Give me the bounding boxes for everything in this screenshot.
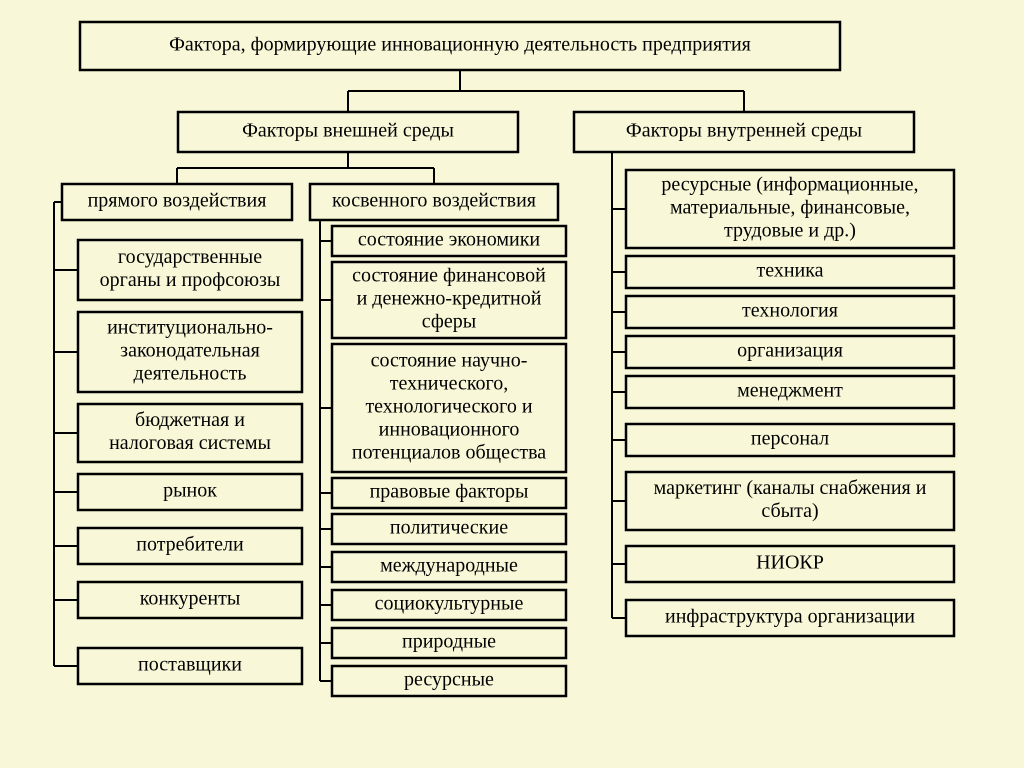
direct-item-2-label: налоговая системы (109, 432, 271, 454)
internal-item-5: персонал (626, 424, 954, 456)
internal-item-8: инфраструктура организации (626, 600, 954, 636)
direct-item-4-label: потребители (136, 534, 244, 556)
ext-sub-box-1: косвенного воздействия (310, 184, 558, 220)
level2-box-1-label: Факторы внутренней среды (626, 120, 862, 142)
internal-item-0-label: ресурсные (информационные, (661, 174, 918, 196)
indirect-item-5-label: международные (380, 555, 518, 577)
indirect-item-4: политические (332, 514, 566, 544)
indirect-item-5: международные (332, 552, 566, 582)
indirect-item-2-label: потенциалов общества (352, 442, 546, 464)
indirect-item-6-label: социокультурные (375, 593, 524, 615)
level2-box-0: Факторы внешней среды (178, 112, 518, 152)
internal-item-3: организация (626, 336, 954, 368)
indirect-item-2: состояние научно-технического,технологич… (332, 344, 566, 472)
internal-item-0: ресурсные (информационные,материальные, … (626, 170, 954, 248)
indirect-item-3: правовые факторы (332, 478, 566, 508)
indirect-item-7: природные (332, 628, 566, 658)
indirect-item-8-label: ресурсные (404, 669, 494, 691)
indirect-item-2-label: состояние научно- (371, 350, 528, 372)
root-box-label: Фактора, формирующие инновационную деяте… (169, 34, 751, 56)
internal-item-2: технология (626, 296, 954, 328)
direct-item-3: рынок (78, 474, 302, 510)
internal-item-2-label: технология (742, 300, 838, 322)
indirect-item-6: социокультурные (332, 590, 566, 620)
internal-item-8-label: инфраструктура организации (665, 606, 915, 628)
direct-item-2: бюджетная иналоговая системы (78, 404, 302, 462)
direct-item-6: поставщики (78, 648, 302, 684)
internal-item-1-label: техника (756, 260, 823, 282)
direct-item-0-label: органы и профсоюзы (100, 269, 281, 291)
internal-item-5-label: персонал (751, 428, 829, 450)
internal-item-6: маркетинг (каналы снабжения исбыта) (626, 472, 954, 530)
direct-item-6-label: поставщики (138, 654, 242, 676)
internal-item-4: менеджмент (626, 376, 954, 408)
direct-item-2-label: бюджетная и (135, 409, 245, 431)
internal-item-0-label: материальные, финансовые, (670, 197, 910, 219)
indirect-item-2-label: инновационного (379, 419, 520, 441)
internal-item-6-label: маркетинг (каналы снабжения и (654, 477, 927, 499)
internal-item-4-label: менеджмент (737, 380, 843, 402)
indirect-item-3-label: правовые факторы (370, 481, 529, 503)
org-chart: Фактора, формирующие инновационную деяте… (0, 0, 1024, 768)
root-box: Фактора, формирующие инновационную деяте… (80, 22, 840, 70)
indirect-item-0: состояние экономики (332, 226, 566, 256)
indirect-item-2-label: технологического и (365, 396, 532, 418)
internal-item-3-label: организация (737, 340, 843, 362)
internal-item-7-label: НИОКР (756, 552, 824, 574)
indirect-item-2-label: технического, (390, 373, 508, 395)
internal-item-1: техника (626, 256, 954, 288)
level2-box-1: Факторы внутренней среды (574, 112, 914, 152)
indirect-item-1-label: состояние финансовой (352, 265, 546, 287)
ext-sub-box-1-label: косвенного воздействия (332, 190, 536, 212)
indirect-item-4-label: политические (390, 517, 508, 539)
ext-sub-box-0-label: прямого воздействия (88, 190, 267, 212)
level2-box-0-label: Факторы внешней среды (242, 120, 454, 142)
internal-item-7: НИОКР (626, 546, 954, 582)
indirect-item-1: состояние финансовойи денежно-кредитнойс… (332, 262, 566, 338)
indirect-item-7-label: природные (402, 631, 496, 653)
direct-item-3-label: рынок (163, 480, 217, 502)
direct-item-5: конкуренты (78, 582, 302, 618)
indirect-item-1-label: и денежно-кредитной (357, 288, 542, 310)
direct-item-0: государственныеорганы и профсоюзы (78, 240, 302, 300)
direct-item-1-label: институционально- (107, 317, 273, 339)
indirect-item-0-label: состояние экономики (358, 229, 541, 251)
direct-item-0-label: государственные (118, 246, 262, 268)
internal-item-0-label: трудовые и др.) (724, 220, 856, 242)
direct-item-4: потребители (78, 528, 302, 564)
direct-item-1-label: деятельность (134, 363, 247, 385)
internal-item-6-label: сбыта) (761, 500, 818, 522)
direct-item-5-label: конкуренты (140, 588, 241, 610)
direct-item-1-label: законодательная (120, 340, 260, 362)
indirect-item-1-label: сферы (422, 311, 476, 333)
indirect-item-8: ресурсные (332, 666, 566, 696)
ext-sub-box-0: прямого воздействия (62, 184, 292, 220)
direct-item-1: институционально-законодательнаядеятельн… (78, 312, 302, 392)
